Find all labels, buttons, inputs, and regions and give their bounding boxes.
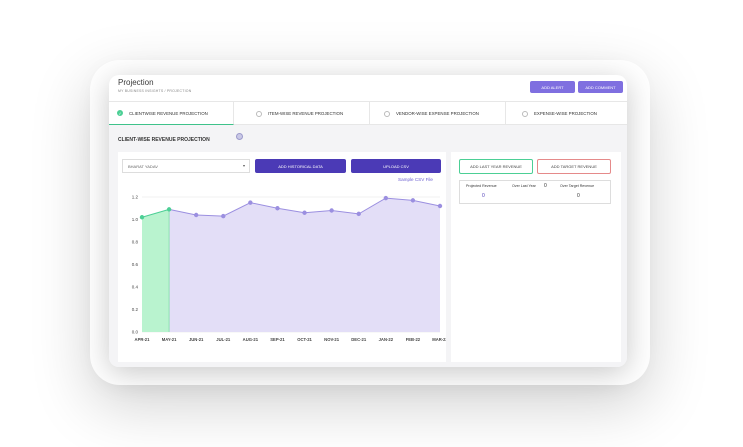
data-point <box>410 198 416 203</box>
x-tick-label: SEP-21 <box>270 337 285 342</box>
x-tick-label: MAY-21 <box>162 337 177 342</box>
y-tick-label: 1.2 <box>132 195 139 200</box>
header: Projection MY BUSINESS INSIGHTS / PROJEC… <box>109 75 627 100</box>
chart-points <box>139 195 443 220</box>
projected-revenue-value: 0 <box>482 193 485 199</box>
radio-icon <box>256 110 262 117</box>
tab-expensewise[interactable]: EXPENSE-WISE PROJECTION <box>506 102 627 125</box>
y-tick-label: 0.6 <box>132 262 139 267</box>
tab-label: VENDOR-WISE EXPENSE PROJECTION <box>396 111 479 116</box>
add-alert-button[interactable]: ADD ALERT <box>530 81 575 93</box>
chart-areas <box>141 197 441 332</box>
data-point <box>302 210 307 215</box>
data-point <box>139 215 145 220</box>
client-select[interactable]: BHARAT YADAV ▾ <box>122 159 250 173</box>
chevron-down-icon: ▾ <box>242 163 245 168</box>
projection-tabs: ✓ CLIENTWISE REVENUE PROJECTION ITEM-WIS… <box>109 101 627 125</box>
historical-line <box>141 208 170 218</box>
tab-itemwise[interactable]: ITEM-WISE REVENUE PROJECTION <box>234 102 370 125</box>
revenue-chart: 0.0 0.2 0.4 0.6 0.8 1.0 1.2 APR-21 MAY-21 JUN-21… <box>132 195 446 343</box>
data-point <box>193 212 199 218</box>
over-last-year-label: Over Last Year <box>512 184 536 188</box>
data-point <box>383 195 389 201</box>
tab-vendorwise[interactable]: VENDOR-WISE EXPENSE PROJECTION <box>370 102 506 125</box>
add-historical-data-button[interactable]: ADD HISTORICAL DATA <box>255 159 346 173</box>
breadcrumb: MY BUSINESS INSIGHTS / PROJECTION <box>118 89 192 93</box>
y-tick-label: 0.0 <box>132 330 139 335</box>
y-tick-label: 0.8 <box>132 240 139 245</box>
data-point <box>437 203 443 209</box>
add-comment-button[interactable]: ADD COMMENT <box>578 81 623 93</box>
client-select-value: BHARAT YADAV <box>128 163 158 169</box>
add-last-year-revenue-button[interactable]: ADD LAST YEAR REVENUE <box>459 159 533 174</box>
radio-icon <box>384 110 390 117</box>
over-target-value: 0 <box>577 193 580 199</box>
projected-revenue-label: Projected Revenue <box>466 184 497 188</box>
x-tick-label: NOV-21 <box>324 337 340 342</box>
section-title: CLIENT-WISE REVENUE PROJECTION <box>118 137 210 143</box>
data-point <box>248 200 253 205</box>
chart-panel: BHARAT YADAV ▾ ADD HISTORICAL DATA UPLOA… <box>118 152 446 362</box>
y-tick-label: 1.0 <box>132 217 139 222</box>
y-tick-label: 0.2 <box>132 307 139 312</box>
info-icon[interactable] <box>236 133 243 140</box>
x-tick-label: JUL-21 <box>216 337 231 342</box>
summary-panel: ADD LAST YEAR REVENUE ADD TARGET REVENUE… <box>451 152 621 362</box>
add-target-revenue-button[interactable]: ADD TARGET REVENUE <box>537 159 611 174</box>
x-tick-label: OCT-21 <box>297 337 312 342</box>
x-tick-label: AUG-21 <box>243 337 259 342</box>
projection-window: Projection MY BUSINESS INSIGHTS / PROJEC… <box>109 75 627 367</box>
data-point <box>356 211 361 217</box>
data-point <box>221 213 226 219</box>
x-tick-label: FEB-22 <box>406 337 421 342</box>
projection-area <box>169 198 440 332</box>
x-tick-label: DEC-21 <box>351 337 367 342</box>
data-point <box>275 206 280 211</box>
tab-clientwise[interactable]: ✓ CLIENTWISE REVENUE PROJECTION <box>109 102 234 125</box>
content-area: CLIENT-WISE REVENUE PROJECTION BHARAT YA… <box>109 125 627 367</box>
y-tick-label: 0.4 <box>132 285 139 290</box>
x-tick-label: MAR-22 <box>432 337 446 342</box>
tab-label: EXPENSE-WISE PROJECTION <box>534 111 597 116</box>
x-tick-label: JAN-22 <box>379 337 394 342</box>
radio-icon <box>522 110 528 117</box>
upload-csv-button[interactable]: UPLOAD CSV <box>351 159 441 173</box>
sample-csv-link[interactable]: Sample CSV File <box>398 177 433 182</box>
data-point <box>329 208 334 213</box>
page-title: Projection <box>118 78 154 87</box>
y-axis: 0.0 0.2 0.4 0.6 0.8 1.0 1.2 <box>132 195 139 335</box>
tab-label: ITEM-WISE REVENUE PROJECTION <box>268 111 344 116</box>
over-last-year-value: 0 <box>544 183 547 189</box>
x-axis: APR-21 MAY-21 JUN-21 JUL-21 AUG-21 SEP-21 OCT-… <box>135 337 446 342</box>
x-tick-label: APR-21 <box>135 337 151 342</box>
revenue-stats: Projected Revenue 0 Over Last Year 0 Ove… <box>459 180 611 204</box>
x-tick-label: JUN-21 <box>189 337 204 342</box>
check-icon: ✓ <box>117 110 123 116</box>
over-target-label: Over Target Revenue <box>560 184 595 188</box>
tab-label: CLIENTWISE REVENUE PROJECTION <box>129 110 208 116</box>
historical-area <box>142 209 170 332</box>
data-point <box>166 207 172 212</box>
